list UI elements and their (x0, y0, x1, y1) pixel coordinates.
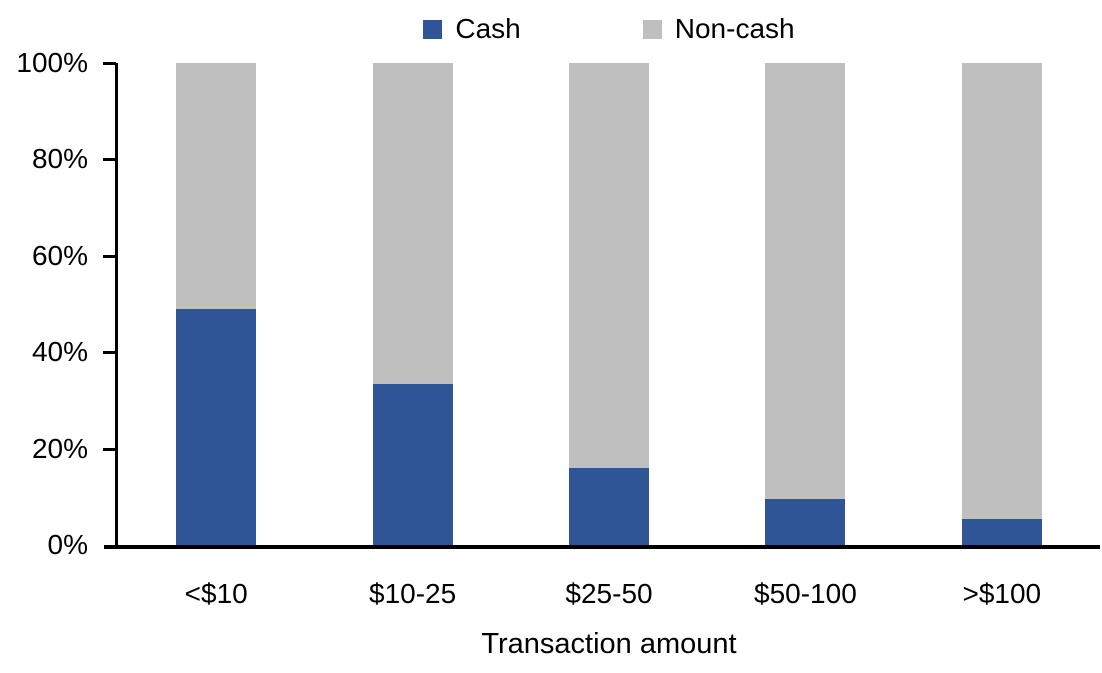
y-tick-60 (103, 254, 116, 258)
x-category-label-1: <$10 (184, 578, 248, 609)
chart-legend: Cash Non-cash (118, 12, 1100, 46)
bar-segment-cash-2 (372, 383, 453, 545)
bar-group-3 (569, 63, 649, 545)
y-tick-20 (103, 447, 116, 451)
y-tick-label-0: 0% (47, 529, 88, 560)
bar-segment-non-cash-2 (372, 63, 453, 384)
bar-group-5 (961, 63, 1042, 545)
y-tick-100 (103, 62, 116, 65)
legend-item-cash: Cash (423, 13, 521, 44)
y-tick-40 (103, 351, 116, 355)
y-tick-label-40: 40% (31, 336, 88, 368)
x-category-label-4: $50-100 (754, 578, 857, 609)
bar-segment-non-cash-5 (961, 63, 1042, 519)
y-tick-label-80: 80% (31, 143, 88, 175)
bar-segment-cash-1 (176, 308, 257, 545)
bar-group-2 (372, 63, 453, 545)
y-tick-label-100: 100% (16, 47, 88, 78)
bar-segment-cash-5 (961, 518, 1042, 545)
bar-segment-cash-3 (569, 467, 649, 545)
bar-group-4 (765, 63, 846, 545)
y-tick-label-20: 20% (31, 432, 88, 464)
x-axis-labels: <$10 $10-25 $25-50 $50-100 >$100 (118, 580, 1100, 612)
legend-label-noncash: Non-cash (674, 13, 795, 44)
noncash-swatch-icon (642, 19, 662, 39)
x-category-label-2: $10-25 (369, 578, 457, 609)
legend-label-cash: Cash (455, 13, 521, 44)
bar-segment-cash-4 (765, 499, 846, 545)
y-axis-line (115, 63, 118, 545)
x-axis-line (104, 545, 1100, 549)
x-category-label-3: $25-50 (565, 578, 653, 609)
y-axis-labels: 0% 20% 40% 60% 80% 100% (0, 49, 88, 559)
bar-segment-non-cash-4 (765, 63, 846, 500)
plot-area (103, 62, 1100, 549)
bar-segment-non-cash-3 (569, 63, 649, 468)
x-category-label-5: >$100 (962, 578, 1042, 609)
bar-group-1 (176, 63, 257, 545)
legend-item-noncash: Non-cash (642, 13, 795, 44)
x-axis-title: Transaction amount (481, 628, 737, 660)
y-tick-label-60: 60% (31, 239, 88, 271)
y-tick-80 (103, 158, 116, 162)
cash-swatch-icon (423, 19, 443, 39)
bar-segment-non-cash-1 (176, 63, 257, 309)
